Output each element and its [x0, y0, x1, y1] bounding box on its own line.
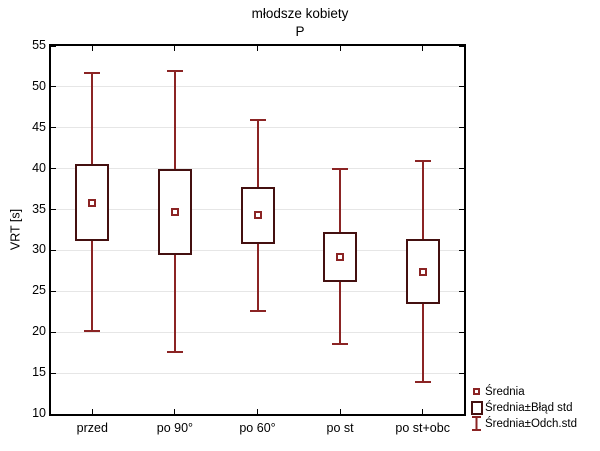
legend-item-stderr: Średnia±Błąd std: [468, 400, 598, 415]
y-tick-left: [51, 372, 56, 374]
x-tick-label: po 90°: [156, 421, 194, 435]
y-tick-right: [459, 168, 464, 170]
y-tick-right: [459, 331, 464, 333]
y-tick-label: 25: [32, 283, 46, 298]
whisker-cap-bottom: [84, 330, 101, 333]
y-tick-right: [459, 86, 464, 88]
legend-label: Średnia: [485, 385, 525, 398]
y-tick-right: [459, 45, 464, 47]
mean-marker: [88, 199, 97, 207]
x-tick-label: po st: [326, 421, 354, 435]
y-tick-left: [51, 209, 56, 211]
x-tick-bottom: [339, 409, 341, 414]
y-axis-title: VRT [s]: [8, 208, 23, 251]
y-tick-label: 15: [32, 365, 46, 380]
gridline: [51, 331, 464, 333]
x-tick-bottom: [174, 409, 176, 414]
x-tick-bottom: [91, 409, 93, 414]
whisker-cap-bottom: [249, 309, 266, 312]
x-tick-top: [422, 46, 424, 51]
y-tick-left: [51, 168, 56, 170]
y-tick-label: 30: [32, 242, 46, 257]
x-tick-bottom: [422, 409, 424, 414]
chart-title: młodsze kobiety: [251, 6, 349, 21]
stderr-box: [240, 186, 275, 244]
legend-item-mean: Średnia: [468, 384, 598, 399]
y-tick-right: [459, 209, 464, 211]
mean-marker: [253, 211, 262, 220]
gridline: [51, 372, 464, 374]
y-tick-right: [459, 413, 464, 415]
y-tick-left: [51, 45, 56, 47]
legend-label: Średnia±Błąd std: [485, 401, 573, 414]
whisker-cap-top: [84, 71, 101, 74]
x-tick-label: przed: [76, 421, 108, 435]
stddev-whisker-icon: [472, 416, 481, 431]
y-tick-label: 45: [32, 119, 46, 134]
gridline: [51, 86, 464, 88]
y-tick-label: 20: [32, 324, 46, 339]
y-tick-right: [459, 249, 464, 251]
stderr-box-icon: [470, 400, 483, 415]
y-tick-left: [51, 290, 56, 292]
y-tick-left: [51, 249, 56, 251]
y-tick-label: 55: [32, 38, 46, 52]
mean-square-icon: [473, 388, 480, 395]
x-tick-label: po st+obc: [395, 421, 450, 435]
whisker-cap-top: [414, 160, 431, 163]
x-tick-bottom: [257, 409, 258, 414]
y-tick-left: [51, 331, 56, 333]
plot-area: [51, 45, 464, 415]
x-tick-label: po 60°: [239, 421, 276, 435]
y-tick-right: [459, 127, 464, 129]
y-tick-left: [51, 127, 56, 129]
legend-item-stddev: Średnia±Odch.std: [468, 416, 598, 431]
x-tick-top: [339, 46, 341, 51]
whisker-cap-bottom: [166, 350, 183, 353]
y-tick-label: 10: [32, 406, 46, 420]
x-tick-top: [174, 46, 176, 51]
whisker-cap-bottom: [332, 342, 349, 345]
whisker-cap-bottom: [414, 381, 431, 384]
whisker-cap-top: [166, 70, 183, 73]
y-tick-left: [51, 86, 56, 88]
y-tick-left: [51, 413, 56, 415]
y-tick-right: [459, 290, 464, 292]
y-tick-right: [459, 372, 464, 374]
mean-marker: [336, 252, 345, 261]
mean-marker: [170, 208, 179, 216]
legend-label: Średnia±Odch.std: [485, 417, 577, 430]
chart-subtitle: P: [295, 24, 305, 39]
y-tick-label: 35: [32, 201, 46, 216]
x-tick-top: [91, 46, 93, 51]
whisker-cap-top: [249, 119, 266, 122]
x-tick-top: [257, 46, 258, 51]
whisker-cap-top: [332, 168, 349, 171]
legend: Średnia Średnia±Błąd std Średnia±Odch.st…: [468, 384, 598, 432]
y-tick-label: 50: [32, 78, 46, 93]
mean-marker: [418, 267, 427, 276]
y-tick-label: 40: [32, 160, 46, 175]
